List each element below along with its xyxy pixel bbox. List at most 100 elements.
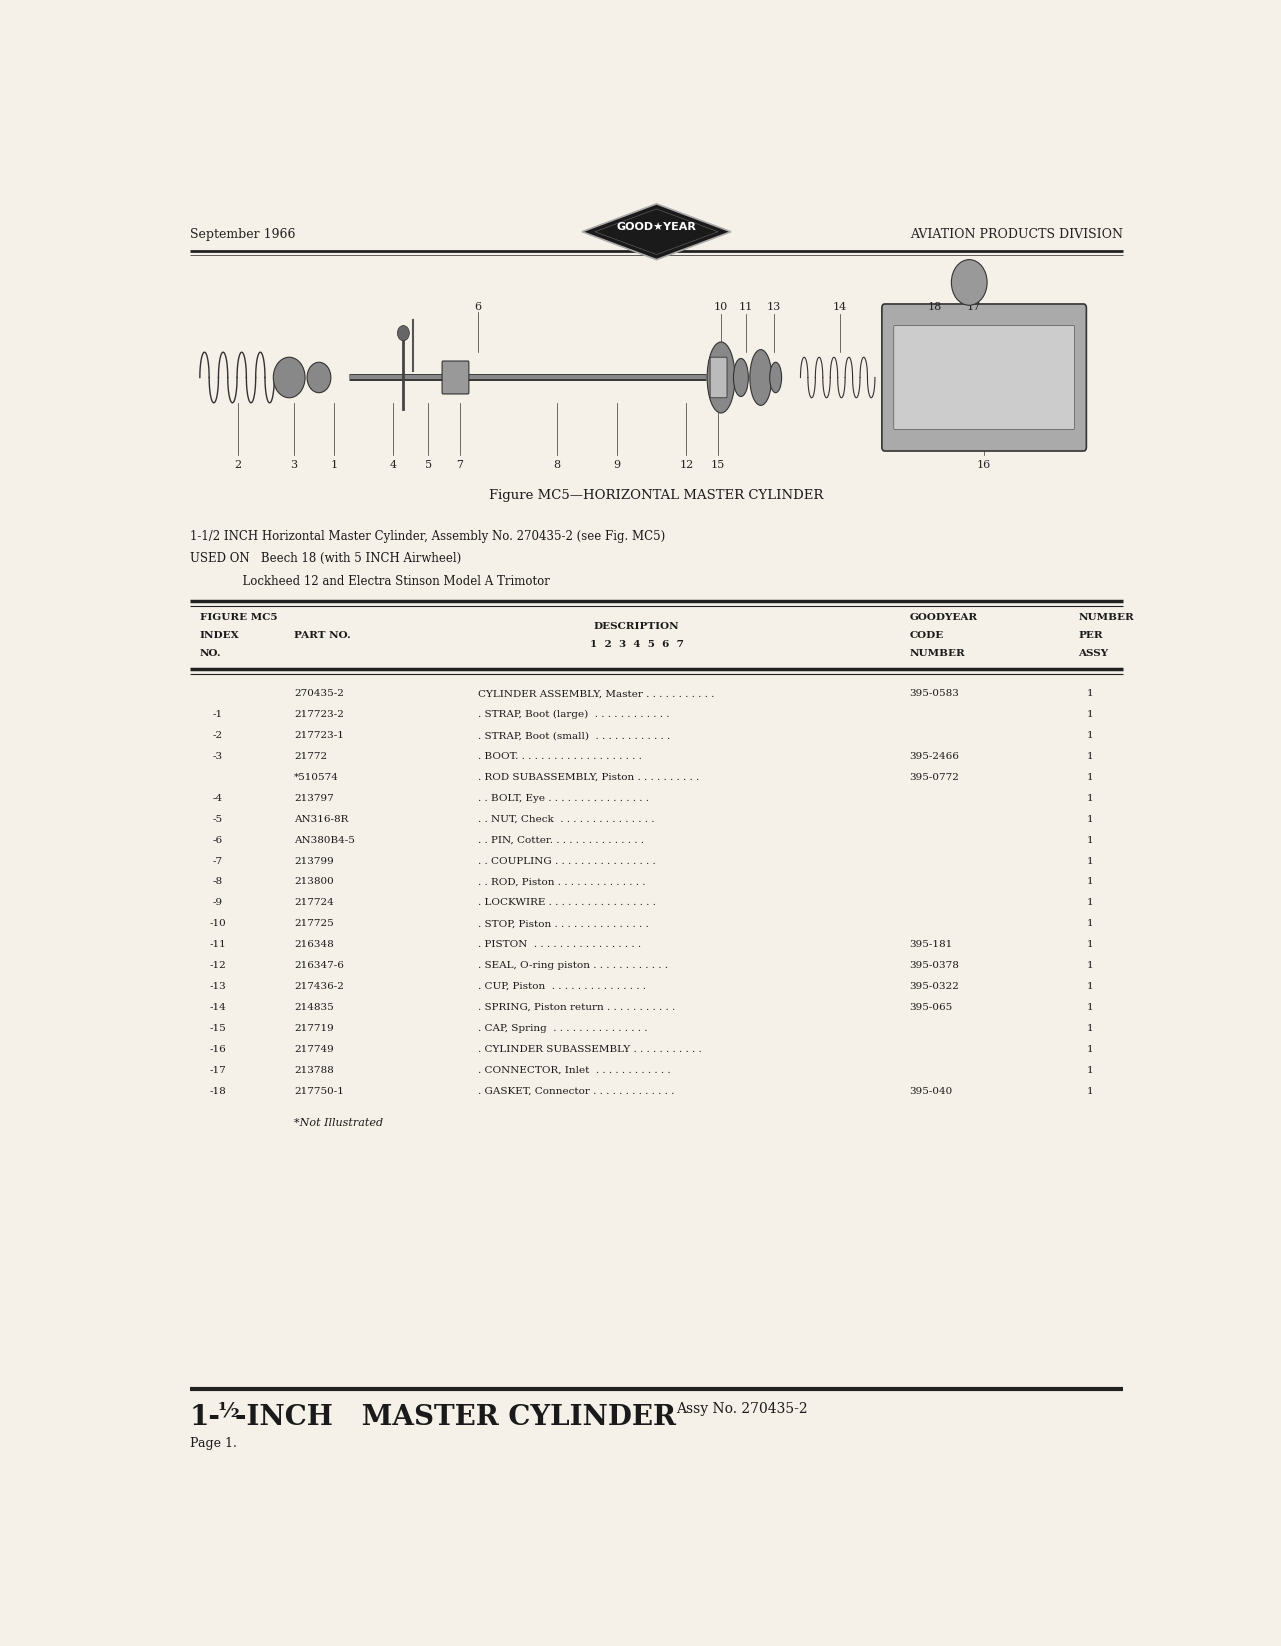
Text: 11: 11 [739, 301, 753, 311]
Text: 1: 1 [1088, 836, 1094, 844]
Text: . . BOLT, Eye . . . . . . . . . . . . . . . .: . . BOLT, Eye . . . . . . . . . . . . . … [478, 793, 648, 803]
Text: 8: 8 [553, 459, 561, 469]
Text: Page 1.: Page 1. [190, 1437, 237, 1450]
Text: 270435-2: 270435-2 [295, 690, 345, 698]
Text: 217725: 217725 [295, 920, 334, 928]
Text: CODE: CODE [910, 630, 944, 640]
Text: 216348: 216348 [295, 940, 334, 950]
Text: 213797: 213797 [295, 793, 334, 803]
Text: 395-040: 395-040 [910, 1086, 953, 1096]
Text: 1: 1 [1088, 731, 1094, 741]
Text: -15: -15 [209, 1024, 225, 1034]
Text: . GASKET, Connector . . . . . . . . . . . . .: . GASKET, Connector . . . . . . . . . . … [478, 1086, 674, 1096]
Text: September 1966: September 1966 [190, 227, 296, 240]
Text: . . NUT, Check  . . . . . . . . . . . . . . .: . . NUT, Check . . . . . . . . . . . . .… [478, 815, 655, 823]
Text: . CAP, Spring  . . . . . . . . . . . . . . .: . CAP, Spring . . . . . . . . . . . . . … [478, 1024, 647, 1034]
Text: 1-: 1- [190, 1404, 220, 1430]
Text: 1: 1 [1088, 815, 1094, 823]
Text: -18: -18 [209, 1086, 225, 1096]
Text: FIGURE MC5: FIGURE MC5 [200, 614, 277, 622]
Text: -12: -12 [209, 961, 225, 969]
Circle shape [307, 362, 330, 393]
Text: . BOOT. . . . . . . . . . . . . . . . . . . .: . BOOT. . . . . . . . . . . . . . . . . … [478, 752, 642, 760]
Text: . STRAP, Boot (large)  . . . . . . . . . . . .: . STRAP, Boot (large) . . . . . . . . . … [478, 709, 669, 719]
Text: *510574: *510574 [295, 774, 339, 782]
Text: 5: 5 [424, 459, 432, 469]
FancyBboxPatch shape [442, 360, 469, 393]
Text: 395-0322: 395-0322 [910, 983, 959, 991]
Text: 395-0772: 395-0772 [910, 774, 959, 782]
Text: 1-1/2 INCH Horizontal Master Cylinder, Assembly No. 270435-2 (see Fig. MC5): 1-1/2 INCH Horizontal Master Cylinder, A… [190, 530, 665, 543]
Text: 3: 3 [291, 459, 297, 469]
Circle shape [273, 357, 305, 398]
Text: NO.: NO. [200, 649, 222, 658]
Text: GOODYEAR: GOODYEAR [910, 614, 977, 622]
Text: -17: -17 [209, 1065, 225, 1075]
Text: 1: 1 [1088, 920, 1094, 928]
Text: 4: 4 [389, 459, 397, 469]
Text: INDEX: INDEX [200, 630, 240, 640]
Text: 10: 10 [714, 301, 728, 311]
Text: 213788: 213788 [295, 1065, 334, 1075]
Text: *Not Illustrated: *Not Illustrated [295, 1118, 383, 1128]
FancyBboxPatch shape [894, 326, 1075, 430]
Text: -7: -7 [213, 856, 223, 866]
Text: 217723-2: 217723-2 [295, 709, 345, 719]
Text: . PISTON  . . . . . . . . . . . . . . . . .: . PISTON . . . . . . . . . . . . . . . .… [478, 940, 640, 950]
Text: 1: 1 [1088, 1086, 1094, 1096]
Text: 1: 1 [1088, 1065, 1094, 1075]
Text: 1: 1 [1088, 1024, 1094, 1034]
Text: -9: -9 [213, 899, 223, 907]
Text: 395-181: 395-181 [910, 940, 953, 950]
Text: . CYLINDER SUBASSEMBLY . . . . . . . . . . .: . CYLINDER SUBASSEMBLY . . . . . . . . .… [478, 1045, 702, 1053]
Text: 1: 1 [1088, 877, 1094, 887]
Text: 395-065: 395-065 [910, 1002, 953, 1012]
Text: . . PIN, Cotter. . . . . . . . . . . . . . .: . . PIN, Cotter. . . . . . . . . . . . .… [478, 836, 644, 844]
Text: AVIATION PRODUCTS DIVISION: AVIATION PRODUCTS DIVISION [910, 227, 1123, 240]
Text: . CUP, Piston  . . . . . . . . . . . . . . .: . CUP, Piston . . . . . . . . . . . . . … [478, 983, 646, 991]
Text: 1: 1 [1088, 690, 1094, 698]
Text: . LOCKWIRE . . . . . . . . . . . . . . . . .: . LOCKWIRE . . . . . . . . . . . . . . .… [478, 899, 656, 907]
Text: NUMBER: NUMBER [1079, 614, 1134, 622]
Text: Lockheed 12 and Electra Stinson Model A Trimotor: Lockheed 12 and Electra Stinson Model A … [190, 574, 550, 588]
Text: 2: 2 [234, 459, 241, 469]
Text: ASSY: ASSY [1079, 649, 1108, 658]
Polygon shape [582, 204, 731, 260]
Text: 12: 12 [679, 459, 693, 469]
Text: DESCRIPTION: DESCRIPTION [594, 622, 679, 630]
Text: 395-2466: 395-2466 [910, 752, 959, 760]
Text: GOOD★YEAR: GOOD★YEAR [616, 222, 697, 232]
Text: Assy No. 270435-2: Assy No. 270435-2 [676, 1402, 808, 1416]
Text: -13: -13 [209, 983, 225, 991]
Text: 1: 1 [1088, 793, 1094, 803]
Text: 217436-2: 217436-2 [295, 983, 345, 991]
Text: 1  2  3  4  5  6  7: 1 2 3 4 5 6 7 [589, 640, 684, 649]
Text: PER: PER [1079, 630, 1103, 640]
Ellipse shape [749, 349, 771, 405]
Text: . SEAL, O-ring piston . . . . . . . . . . . .: . SEAL, O-ring piston . . . . . . . . . … [478, 961, 667, 969]
Text: 7: 7 [456, 459, 464, 469]
Text: 9: 9 [614, 459, 620, 469]
Text: -3: -3 [213, 752, 223, 760]
Text: 16: 16 [977, 459, 991, 469]
Text: 1: 1 [1088, 774, 1094, 782]
Text: 1: 1 [1088, 709, 1094, 719]
Text: 1: 1 [1088, 899, 1094, 907]
Text: -8: -8 [213, 877, 223, 887]
Text: 213800: 213800 [295, 877, 334, 887]
Text: 395-0378: 395-0378 [910, 961, 959, 969]
Text: 213799: 213799 [295, 856, 334, 866]
Text: 15: 15 [711, 459, 725, 469]
FancyBboxPatch shape [881, 305, 1086, 451]
Text: 1: 1 [1088, 961, 1094, 969]
Text: 1: 1 [1088, 1002, 1094, 1012]
Text: 217723-1: 217723-1 [295, 731, 345, 741]
Text: 1: 1 [330, 459, 337, 469]
Text: 214835: 214835 [295, 1002, 334, 1012]
Text: 217719: 217719 [295, 1024, 334, 1034]
Text: -5: -5 [213, 815, 223, 823]
Text: -10: -10 [209, 920, 225, 928]
Circle shape [397, 326, 410, 341]
Text: AN316-8R: AN316-8R [295, 815, 348, 823]
Text: 1: 1 [1088, 1045, 1094, 1053]
